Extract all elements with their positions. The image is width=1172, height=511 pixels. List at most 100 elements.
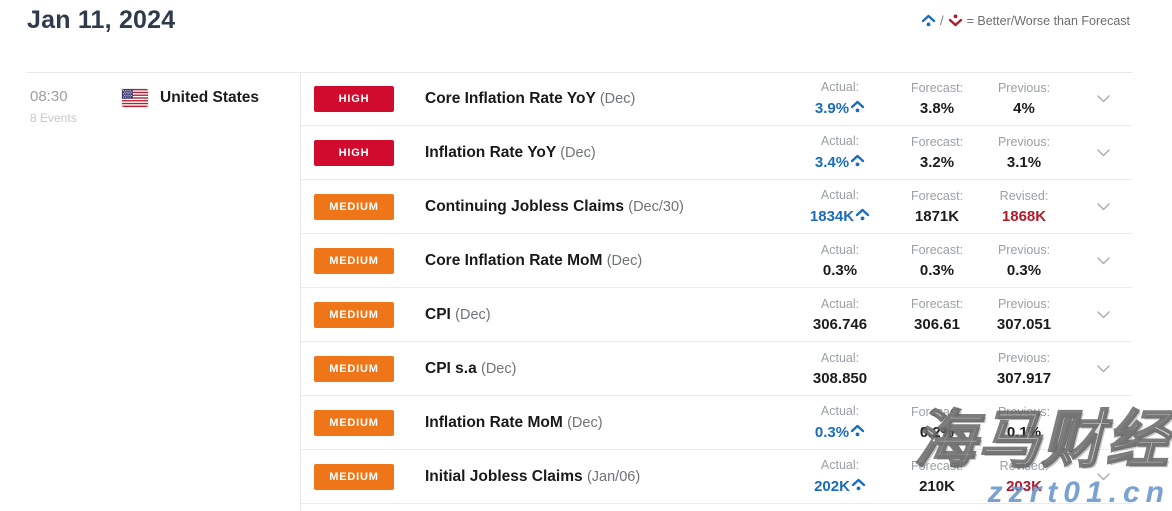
cell-label: Revised: bbox=[999, 188, 1049, 203]
cell-value-text: 203K bbox=[1006, 477, 1042, 495]
cell-value: 306.746 bbox=[813, 316, 867, 333]
cell-value-text: 210K bbox=[919, 477, 955, 495]
forecast-cell: Forecast: 3.2% bbox=[900, 135, 974, 171]
event-period: (Jan/06) bbox=[586, 468, 641, 485]
cell-value: 306.61 bbox=[914, 316, 960, 333]
importance-badge: MEDIUM bbox=[314, 463, 394, 490]
cell-value: 0.1% bbox=[1007, 424, 1041, 441]
better-than-forecast-icon bbox=[851, 478, 866, 495]
cell-label: Previous: bbox=[997, 404, 1051, 419]
event-row[interactable]: HIGH Inflation Rate YoY (Dec) Actual: 3.… bbox=[301, 126, 1132, 180]
chevron-down-icon[interactable] bbox=[1074, 202, 1132, 211]
previous-cell: Previous: 307.051 bbox=[974, 297, 1074, 333]
cell-value-text: 202K bbox=[814, 477, 850, 495]
previous-cell: Revised: 203K bbox=[974, 459, 1074, 495]
previous-cell: Previous: 0.3% bbox=[974, 243, 1074, 279]
cell-label: Forecast: bbox=[910, 242, 964, 257]
cell-value: 308.850 bbox=[813, 370, 867, 387]
importance-badge: MEDIUM bbox=[314, 247, 394, 274]
chevron-down-icon[interactable] bbox=[1074, 364, 1132, 373]
event-period: (Dec/30) bbox=[628, 198, 684, 215]
better-than-forecast-icon bbox=[850, 100, 865, 117]
importance-badge: MEDIUM bbox=[314, 193, 394, 220]
event-row[interactable]: MEDIUM Core Inflation Rate MoM (Dec) Act… bbox=[301, 234, 1132, 288]
actual-cell: Actual: 0.3% bbox=[780, 243, 900, 279]
event-period: (Dec) bbox=[599, 90, 636, 107]
cell-value: 307.051 bbox=[997, 316, 1051, 333]
cell-value-text: 1834K bbox=[809, 207, 855, 225]
previous-cell: Previous: 4% bbox=[974, 81, 1074, 117]
event-row[interactable]: MEDIUM Continuing Jobless Claims (Dec/30… bbox=[301, 180, 1132, 234]
importance-badge: HIGH bbox=[314, 85, 394, 112]
forecast-cell: Forecast: 210K bbox=[900, 459, 974, 495]
cell-label: Actual: bbox=[820, 350, 860, 365]
cell-label: Actual: bbox=[820, 134, 860, 148]
cell-value: 3.4% bbox=[815, 153, 865, 171]
cell-label: Forecast: bbox=[910, 134, 964, 149]
event-row[interactable]: MEDIUM Initial Jobless Claims (Jan/06) A… bbox=[301, 450, 1132, 504]
chevron-down-icon[interactable] bbox=[1074, 310, 1132, 319]
cell-value: 307.917 bbox=[997, 370, 1051, 387]
cell-value: 1871K bbox=[915, 208, 959, 225]
cell-label: Previous: bbox=[997, 242, 1051, 257]
actual-cell: Actual: 3.9% bbox=[780, 80, 900, 117]
cell-label: Previous: bbox=[997, 350, 1051, 365]
better-than-forecast-icon bbox=[850, 154, 865, 171]
event-title: CPI s.a bbox=[425, 359, 481, 377]
cell-value-text: 0.3% bbox=[814, 423, 850, 441]
event-title: CPI bbox=[425, 305, 456, 323]
actual-cell: Actual: 3.4% bbox=[780, 134, 900, 171]
forecast-cell: Forecast: 1871K bbox=[900, 189, 974, 225]
cell-label: Previous: bbox=[997, 296, 1051, 311]
actual-cell: Actual: 202K bbox=[780, 458, 900, 495]
cell-value-text: 3.8% bbox=[919, 99, 955, 117]
cell-value: 3.8% bbox=[920, 100, 954, 117]
cell-label: Previous: bbox=[997, 134, 1051, 149]
event-period: (Dec) bbox=[560, 144, 596, 161]
page-title: Jan 11, 2024 bbox=[27, 6, 176, 34]
cell-value: 3.1% bbox=[1007, 154, 1041, 171]
event-title: Core Inflation Rate MoM bbox=[425, 251, 607, 269]
event-row[interactable]: MEDIUM CPI (Dec) Actual: 306.746 Forecas… bbox=[301, 288, 1132, 342]
chevron-down-icon[interactable] bbox=[1074, 256, 1132, 265]
cell-label: Forecast: bbox=[910, 404, 964, 419]
cell-value-text: 0.3% bbox=[1006, 261, 1042, 279]
previous-cell: Revised: 1868K bbox=[974, 189, 1074, 225]
cell-value-text: 308.850 bbox=[812, 369, 868, 387]
event-row[interactable]: MEDIUM Inflation Rate MoM (Dec) Actual: … bbox=[301, 396, 1132, 450]
cell-value-text: 3.1% bbox=[1006, 153, 1042, 171]
previous-cell: Previous: 307.917 bbox=[974, 351, 1074, 387]
cell-label: Actual: bbox=[820, 80, 860, 94]
event-period: (Dec) bbox=[606, 252, 643, 269]
cell-value-text: 306.61 bbox=[914, 315, 960, 333]
event-row[interactable]: MEDIUM CPI s.a (Dec) Actual: 308.850 bbox=[301, 342, 1132, 396]
event-period: (Dec) bbox=[455, 306, 491, 323]
event-period: (Dec) bbox=[567, 414, 603, 431]
chevron-down-icon[interactable] bbox=[1074, 148, 1132, 157]
chevron-down-icon[interactable] bbox=[1074, 418, 1132, 427]
events-list: HIGH Core Inflation Rate YoY (Dec) Actua… bbox=[301, 72, 1132, 511]
cell-value-text: 0.2% bbox=[919, 423, 955, 441]
cell-label: Forecast: bbox=[910, 458, 964, 473]
cell-value-text: 3.2% bbox=[919, 153, 955, 171]
event-title: Inflation Rate MoM bbox=[425, 413, 568, 431]
chevron-down-icon[interactable] bbox=[1074, 472, 1132, 481]
actual-cell: Actual: 308.850 bbox=[780, 351, 900, 387]
cell-label: Previous: bbox=[997, 80, 1051, 95]
cell-value-text: 307.917 bbox=[996, 369, 1052, 387]
actual-cell: Actual: 1834K bbox=[780, 188, 900, 225]
forecast-cell: Forecast: 0.3% bbox=[900, 243, 974, 279]
cell-value-text: 3.9% bbox=[814, 99, 850, 117]
importance-badge: MEDIUM bbox=[314, 409, 394, 436]
cell-label: Forecast: bbox=[910, 296, 964, 311]
event-title: Initial Jobless Claims bbox=[425, 467, 587, 485]
cell-value-text: 307.051 bbox=[996, 315, 1052, 333]
cell-value-text: 1868K bbox=[1001, 207, 1047, 225]
cell-value: 3.9% bbox=[815, 99, 865, 117]
worse-than-forecast-icon bbox=[948, 14, 963, 27]
legend-separator: / bbox=[939, 13, 944, 28]
event-row[interactable]: HIGH Core Inflation Rate YoY (Dec) Actua… bbox=[301, 72, 1132, 126]
session-events-count: 8 Events bbox=[30, 111, 77, 125]
better-than-forecast-icon bbox=[921, 14, 936, 27]
chevron-down-icon[interactable] bbox=[1074, 94, 1132, 103]
